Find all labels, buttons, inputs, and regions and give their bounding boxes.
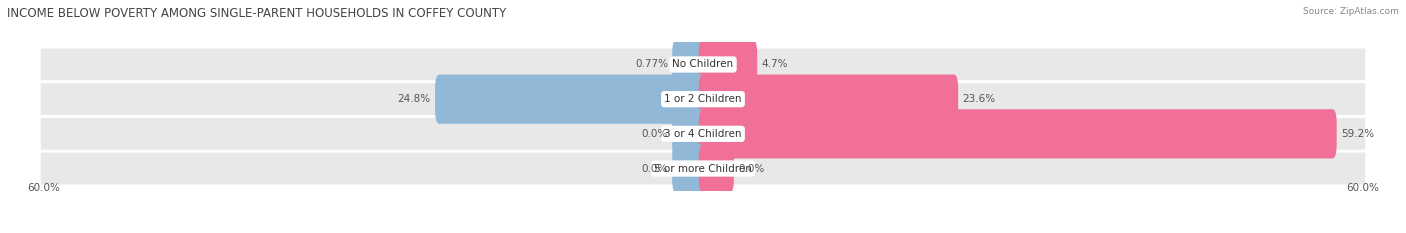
FancyBboxPatch shape <box>39 151 1367 186</box>
FancyBboxPatch shape <box>39 82 1367 116</box>
Text: 60.0%: 60.0% <box>1347 183 1379 193</box>
Text: 0.0%: 0.0% <box>641 129 668 139</box>
Text: 0.77%: 0.77% <box>636 59 668 69</box>
Text: 4.7%: 4.7% <box>762 59 787 69</box>
FancyBboxPatch shape <box>672 109 707 158</box>
FancyBboxPatch shape <box>699 144 734 193</box>
FancyBboxPatch shape <box>699 109 1337 158</box>
Text: 0.0%: 0.0% <box>641 164 668 174</box>
Text: 59.2%: 59.2% <box>1341 129 1374 139</box>
Text: 23.6%: 23.6% <box>963 94 995 104</box>
Text: 3 or 4 Children: 3 or 4 Children <box>664 129 742 139</box>
FancyBboxPatch shape <box>434 75 707 124</box>
FancyBboxPatch shape <box>699 40 758 89</box>
FancyBboxPatch shape <box>39 47 1367 82</box>
FancyBboxPatch shape <box>672 144 707 193</box>
Text: 5 or more Children: 5 or more Children <box>654 164 752 174</box>
Text: 60.0%: 60.0% <box>27 183 59 193</box>
Text: No Children: No Children <box>672 59 734 69</box>
FancyBboxPatch shape <box>699 75 957 124</box>
FancyBboxPatch shape <box>672 40 707 89</box>
FancyBboxPatch shape <box>39 116 1367 151</box>
Text: 0.0%: 0.0% <box>738 164 765 174</box>
Text: Source: ZipAtlas.com: Source: ZipAtlas.com <box>1303 7 1399 16</box>
Text: INCOME BELOW POVERTY AMONG SINGLE-PARENT HOUSEHOLDS IN COFFEY COUNTY: INCOME BELOW POVERTY AMONG SINGLE-PARENT… <box>7 7 506 20</box>
Text: 24.8%: 24.8% <box>398 94 430 104</box>
Text: 1 or 2 Children: 1 or 2 Children <box>664 94 742 104</box>
